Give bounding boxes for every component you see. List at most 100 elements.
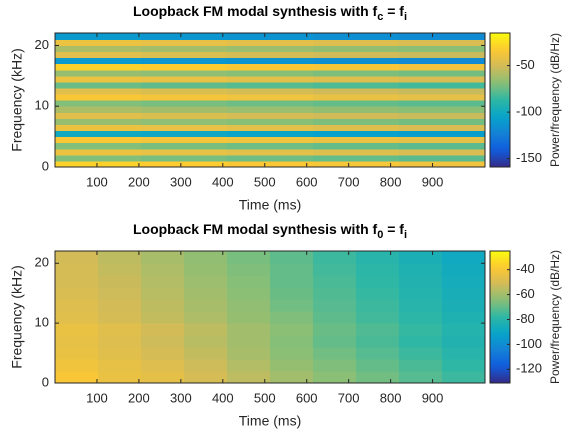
heatmap-cell: [184, 311, 228, 324]
axes-frame: [54, 32, 486, 168]
heatmap-cell: [313, 154, 400, 162]
heatmap-cell: [399, 39, 486, 46]
heatmap-cell: [55, 287, 99, 300]
heatmap-cell: [313, 299, 357, 312]
chart-title: Loopback FM modal synthesis with f0 = fi: [133, 221, 407, 241]
heatmap-cell: [55, 371, 99, 384]
heatmap-cell: [141, 106, 228, 113]
heatmap-cell: [227, 81, 314, 89]
colorbar-tick-label: -80: [516, 311, 535, 326]
heatmap-cell: [442, 359, 486, 372]
heatmap-cell: [98, 323, 142, 336]
heatmap-cell: [270, 323, 314, 336]
heatmap-cell: [141, 57, 228, 65]
heatmap-cell: [141, 347, 185, 360]
heatmap-cell: [184, 287, 228, 300]
heatmap-cell: [141, 94, 228, 101]
heatmap-cell: [141, 311, 185, 324]
heatmap-cell: [399, 263, 443, 276]
x-axis-label: Time (ms): [239, 413, 301, 429]
heatmap-cell: [141, 359, 185, 372]
heatmap-cell: [313, 347, 357, 360]
heatmap-cell: [55, 154, 142, 162]
heatmap-cell: [442, 287, 486, 300]
heatmap-cell: [55, 100, 142, 107]
heatmap-cell: [227, 347, 271, 360]
heatmap-cell: [313, 45, 400, 53]
heatmap-cell: [313, 51, 400, 59]
heatmap-cell: [141, 112, 228, 119]
heatmap-cell: [141, 154, 228, 162]
heatmap-cell: [141, 81, 228, 89]
heatmap-cell: [98, 263, 142, 276]
heatmap-cell: [399, 335, 443, 348]
heatmap-cell: [184, 359, 228, 372]
heatmap-cell: [98, 299, 142, 312]
y-tick-label: 10: [35, 98, 49, 113]
colorbar-tick-label: -120: [516, 361, 542, 376]
heatmap-cell: [399, 251, 443, 264]
heatmap-cell: [313, 263, 357, 276]
heatmap-cell: [313, 275, 357, 288]
heatmap-cell: [270, 311, 314, 324]
heatmap-cell: [270, 287, 314, 300]
heatmap-cell: [98, 275, 142, 288]
heatmap-cell: [399, 142, 486, 150]
heatmap-cell: [227, 75, 314, 83]
heatmap-cell: [227, 112, 314, 119]
axes-frame: [54, 250, 486, 384]
heatmap-cell: [141, 275, 185, 288]
heatmap-cell: [313, 112, 400, 119]
heatmap-cell: [399, 75, 486, 83]
heatmap-cell: [98, 371, 142, 384]
heatmap-cell: [442, 311, 486, 324]
heatmap-cell: [399, 63, 486, 71]
heatmap-cell: [313, 87, 400, 95]
x-tick-label: 600: [296, 174, 318, 189]
heatmap-cell: [141, 142, 228, 150]
heatmap-cell: [270, 359, 314, 372]
heatmap-cell: [55, 142, 142, 150]
heatmap-cell: [184, 347, 228, 360]
heatmap-cell: [399, 311, 443, 324]
title-subscript: 0: [377, 229, 383, 241]
heatmap-cell: [141, 87, 228, 95]
y-tick-label: 10: [35, 315, 49, 330]
colorbar-tick-label: -40: [516, 261, 535, 276]
heatmap-cell: [141, 63, 228, 71]
heatmap-cell: [98, 311, 142, 324]
heatmap-cell: [313, 106, 400, 113]
heatmap-cell: [184, 371, 228, 384]
heatmap-cell: [399, 287, 443, 300]
x-tick-label: 600: [296, 390, 318, 405]
heatmap-cell: [356, 347, 400, 360]
heatmap-cell: [313, 160, 400, 168]
heatmap-cell: [141, 299, 185, 312]
heatmap-cell: [313, 69, 400, 77]
title-subscript: i: [404, 11, 407, 23]
y-tick-label: 20: [35, 37, 49, 52]
heatmap-cell: [227, 51, 314, 59]
heatmap-cell: [227, 148, 314, 156]
heatmap-cell: [399, 124, 486, 132]
heatmap-cell: [399, 100, 486, 107]
heatmap-cell: [270, 275, 314, 288]
x-tick-label: 800: [380, 174, 402, 189]
heatmap-cell: [55, 87, 142, 95]
heatmap-cell: [227, 87, 314, 95]
heatmap-cell: [399, 69, 486, 77]
heatmap-cell: [356, 287, 400, 300]
heatmap-cell: [55, 94, 142, 101]
heatmap-cell: [141, 124, 228, 132]
heatmap-cell: [98, 251, 142, 264]
heatmap-cell: [270, 335, 314, 348]
heatmap-cell: [227, 154, 314, 162]
x-tick-label: 900: [422, 390, 444, 405]
heatmap-cell: [227, 45, 314, 53]
heatmap-cell: [141, 51, 228, 59]
x-tick-label: 700: [338, 390, 360, 405]
heatmap-cell: [313, 33, 400, 40]
heatmap-cell: [313, 251, 357, 264]
heatmap-cell: [98, 287, 142, 300]
heatmap-cell: [399, 136, 486, 144]
